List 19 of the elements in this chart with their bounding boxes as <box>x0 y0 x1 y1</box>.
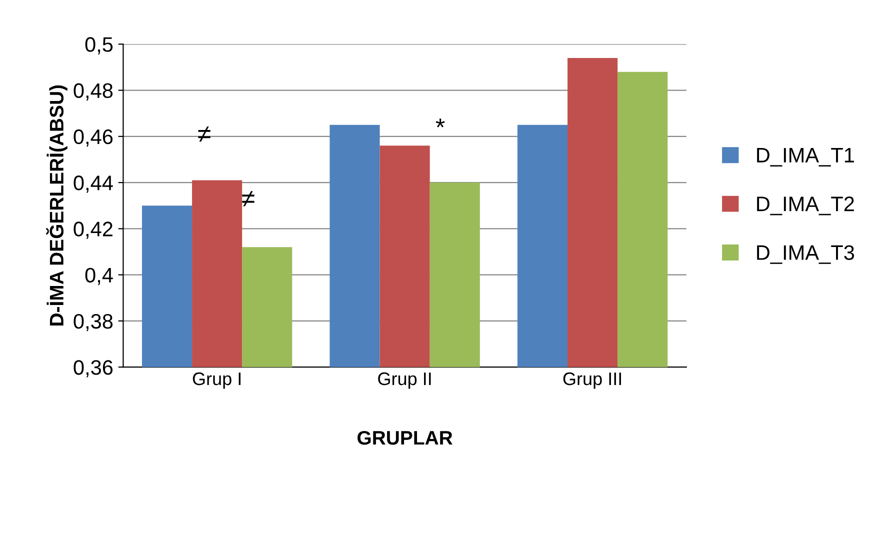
y-tick-label: 0,48 <box>74 83 113 101</box>
legend-label: D_IMA_T3 <box>757 245 854 264</box>
annotation: * <box>436 118 445 128</box>
y-tick-label: 0,46 <box>74 129 113 147</box>
y-tick-label: 0,4 <box>85 268 113 286</box>
y-tick-label: 0,44 <box>74 176 113 193</box>
y-tick-label: 0,36 <box>74 360 113 378</box>
y-tick-label: 0,38 <box>74 314 113 332</box>
annotation: ≠ <box>242 191 254 206</box>
annotation: ≠ <box>198 126 210 142</box>
y-axis-title: D-İMA DEĞERLERİ(ABSU) <box>46 85 68 326</box>
x-tick-label: Grup II <box>378 372 431 389</box>
x-tick-label: Grup III <box>563 372 621 389</box>
legend-label: D_IMA_T2 <box>757 196 854 216</box>
y-tick-label: 0,42 <box>74 222 112 239</box>
x-tick-label: Grup I <box>192 372 240 389</box>
y-tick-label: 0,5 <box>85 37 113 54</box>
x-axis-title: GRUPLAR <box>358 430 452 445</box>
legend-label: D_IMA_T1 <box>757 148 854 167</box>
